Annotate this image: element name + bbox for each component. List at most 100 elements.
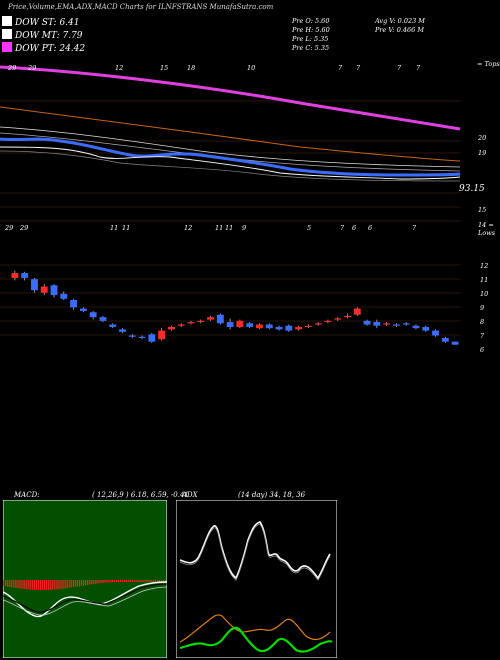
macd-hist-bar	[89, 580, 91, 585]
macd-hist-bar	[95, 580, 97, 584]
macd-hist-bar	[5, 580, 7, 587]
legend-dow-st: DOW ST: 6.41	[2, 16, 80, 28]
ema-white-1	[0, 126, 461, 168]
adx-line-shadow	[179, 523, 331, 581]
candle-body	[392, 324, 400, 326]
candle-body	[324, 320, 332, 323]
tick-lows: 14 = Lows	[478, 221, 496, 237]
date-label: 7	[416, 64, 421, 72]
macd-hist-bar	[72, 580, 74, 588]
macd-hist-bar	[13, 580, 15, 588]
macd-hist-bar	[99, 580, 101, 584]
macd-hist-bar	[87, 580, 89, 585]
candle-body	[334, 318, 342, 320]
candle-body	[21, 273, 29, 278]
candle-body	[99, 317, 107, 321]
macd-hist-bar	[78, 580, 81, 587]
candle-body	[412, 325, 420, 329]
info-pre-high: Pre H: 5.60	[292, 26, 330, 34]
macd-hist-bar	[7, 580, 9, 587]
date-label: 11	[225, 224, 234, 232]
macd-hist-bar	[93, 580, 95, 584]
macd-hist-bar	[113, 580, 115, 583]
info-pre-open: Pre O: 5.60	[292, 17, 330, 25]
macd-hist-bar	[132, 580, 134, 582]
macd-hist-bar	[50, 580, 52, 590]
macd-hist-bar	[152, 580, 154, 583]
tick-11: 11	[480, 276, 489, 284]
macd-hist-bar	[117, 580, 119, 583]
macd-hist-bar	[76, 580, 78, 587]
candle-body	[295, 326, 303, 330]
macd-hist-bar	[62, 580, 64, 589]
macd-hist-bar	[52, 580, 54, 590]
macd-hist-bar	[74, 580, 76, 587]
macd-line	[3, 581, 167, 618]
date-label: 29	[8, 64, 17, 72]
tick-7: 7	[480, 332, 485, 340]
macd-hist-bar	[58, 580, 60, 590]
candle-body	[177, 324, 185, 326]
macd-signal-2	[3, 586, 167, 616]
candle-body	[432, 330, 439, 336]
candle-body	[285, 325, 293, 331]
candle-body	[353, 308, 361, 315]
candle-body	[31, 279, 38, 291]
macd-hist-bar	[46, 580, 48, 590]
macd-hist-bar	[41, 580, 44, 590]
tick-9: 9	[480, 304, 485, 312]
macd-hist-bar	[101, 580, 103, 583]
macd-hist-bar	[150, 580, 152, 582]
adx-green-line	[179, 626, 333, 653]
legend-swatch-pt	[2, 42, 12, 52]
macd-hist-bar	[33, 580, 35, 590]
ema-white-3	[0, 146, 461, 180]
macd-hist-bar	[111, 580, 113, 583]
candle-body	[148, 334, 156, 342]
macd-hist-bar	[60, 580, 62, 589]
date-label: 7	[412, 224, 417, 232]
candle-body	[158, 330, 166, 340]
macd-hist-bar	[15, 580, 17, 588]
macd-hist-bar	[64, 580, 66, 589]
macd-hist-bar	[44, 580, 46, 590]
candle-body	[226, 322, 234, 327]
date-label: 7	[397, 64, 402, 72]
macd-hist-bar	[119, 580, 122, 583]
pt-line	[0, 65, 461, 131]
candle-body	[344, 315, 351, 318]
date-label: 6	[368, 224, 373, 232]
candle-body	[70, 300, 78, 308]
candle-body	[216, 314, 224, 324]
candle-body	[109, 324, 117, 327]
candle-body	[40, 286, 48, 293]
candle-body	[50, 285, 58, 296]
macd-hist-bar	[37, 580, 40, 590]
macd-hist-bar	[3, 580, 5, 586]
ema-blue-band	[0, 137, 461, 177]
date-label: 7	[338, 64, 343, 72]
macd-panel	[3, 500, 167, 658]
macd-hist-bar	[109, 580, 111, 583]
macd-hist-bar	[123, 580, 126, 583]
candle-body	[60, 293, 68, 299]
macd-hist-bar	[21, 580, 23, 589]
tick-12: 12	[480, 262, 489, 270]
macd-hist-bar	[142, 580, 144, 582]
macd-hist-bar	[35, 580, 37, 590]
macd-hist-bar	[17, 580, 19, 589]
tick-6: 6	[480, 346, 485, 354]
macd-hist-bar	[19, 580, 21, 589]
tick-15: 15	[478, 206, 487, 214]
adx-panel	[176, 500, 337, 658]
date-label: 11	[215, 224, 224, 232]
candle-body	[304, 325, 312, 327]
macd-hist-bar	[39, 580, 42, 590]
date-label: 11	[122, 224, 131, 232]
candle-body	[187, 322, 195, 324]
date-label: 11	[110, 224, 119, 232]
candle-body	[256, 324, 263, 329]
macd-hist-bar	[148, 580, 150, 582]
macd-hist-bar	[31, 580, 33, 590]
candle-body	[138, 336, 146, 338]
